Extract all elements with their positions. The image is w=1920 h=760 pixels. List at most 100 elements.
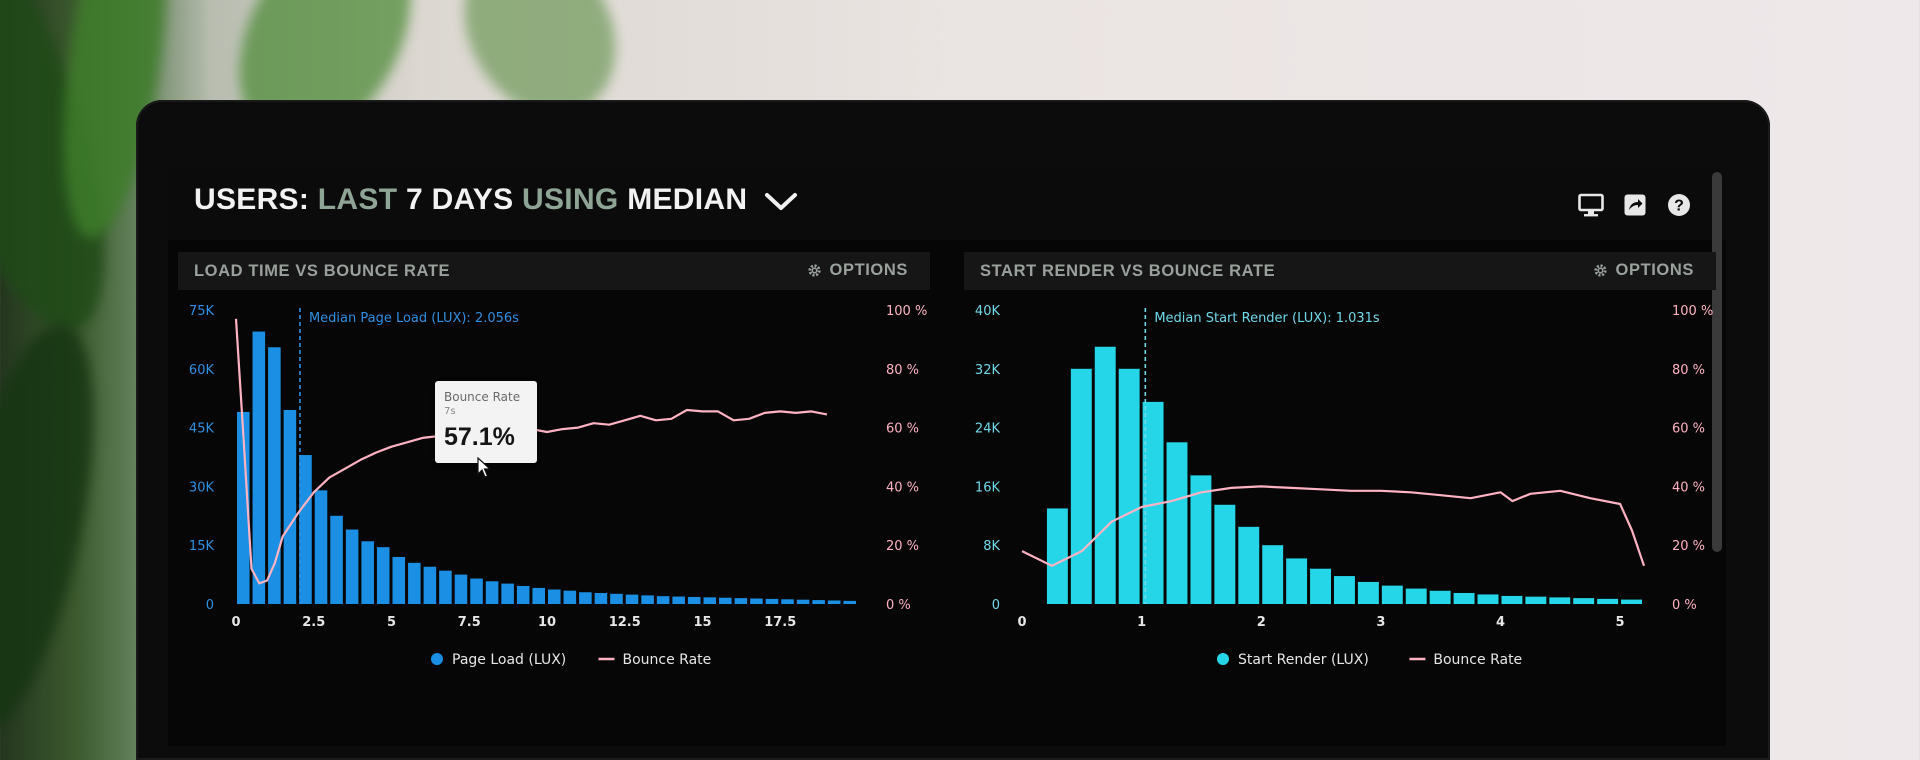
bar [1166,442,1188,604]
y-right-tick-label: 40 % [1672,480,1705,495]
bar [796,599,810,604]
bar [1477,594,1499,604]
bar [408,562,421,604]
bar [1262,545,1284,604]
y-left-tick-label: 0 [206,598,214,613]
bar [610,593,623,604]
y-right-tick-label: 100 % [1672,304,1713,319]
bar [1238,526,1260,604]
x-tick-label: 3 [1376,615,1385,630]
bar [1381,585,1403,604]
y-right-tick-label: 40 % [886,480,919,495]
bar [843,600,856,604]
bar [687,596,701,604]
bar [625,594,639,604]
panel-header: START RENDER VS BOUNCE RATE OPTIONS [964,252,1716,290]
y-left-tick-label: 8K [983,539,1000,554]
tooltip-label: Bounce Rate [444,390,521,404]
load-time-panel: LOAD TIME VS BOUNCE RATE OPTIONS 0 15K 30K… [178,252,930,746]
bar [314,490,328,604]
bar [392,556,406,604]
x-tick-label: 5 [387,615,396,630]
legend-label: Bounce Rate [623,652,712,668]
bar [501,583,514,604]
bar [330,515,343,604]
bar [563,590,577,604]
bar [1453,592,1475,604]
y-left-tick-label: 30K [189,480,215,495]
median-label: Median Page Load (LUX): 2.056s [309,311,519,326]
y-right-tick-label: 60 % [1672,422,1705,437]
x-tick-label: 4 [1496,615,1505,630]
bar [1190,475,1212,604]
dashboard-screen: USERS: LAST 7 DAYS USING MEDIAN ? [168,166,1726,746]
bar [1310,568,1331,604]
gear-icon [1593,264,1607,277]
legend-label: Page Load (LUX) [452,652,566,668]
y-left-tick-label: 15K [189,539,215,554]
bar [672,596,685,604]
bar [1142,401,1164,604]
bar [1549,597,1571,604]
tooltip-sub: 7s [444,406,456,417]
bar [1525,596,1547,604]
y-left-tick-label: 40K [975,304,1001,319]
panel-header: LOAD TIME VS BOUNCE RATE OPTIONS [178,252,930,290]
y-left-tick-label: 0 [992,598,1000,613]
bar [485,581,499,604]
bar [812,600,825,604]
bounce-tooltip: Bounce Rate 7s 57.1% [435,381,537,463]
tooltip-value: 57.1% [444,423,515,451]
gear-icon [807,264,821,277]
bar [1046,508,1068,604]
y-left-tick-label: 24K [975,422,1001,437]
options-button[interactable]: OPTIONS [1593,261,1694,280]
x-tick-label: 0 [1017,615,1026,630]
title-statistic: MEDIAN [627,183,748,216]
chevron-down-icon[interactable] [764,190,798,212]
title-users: USERS: [194,183,310,216]
y-right-tick-label: 0 % [1672,598,1697,613]
x-tick-label: 12.5 [609,615,641,630]
share-icon[interactable] [1622,192,1648,218]
monitor-icon[interactable] [1578,192,1604,218]
bar [439,570,452,604]
range-selector[interactable]: USERS: LAST 7 DAYS USING MEDIAN [194,183,798,217]
y-left-tick-label: 45K [189,422,215,437]
x-tick-label: 10 [538,615,556,630]
help-icon[interactable]: ? [1666,192,1692,218]
x-tick-label: 0 [231,615,240,630]
scrollbar[interactable] [1712,172,1722,552]
bar [237,411,250,604]
bar [594,593,608,604]
start-render-chart: 0 8K 16K 24K 32K 40K 0 % 20 % 40 % 60 % 80 % 100 % 0… [975,304,1713,668]
bar [299,455,312,604]
bar [1621,599,1642,604]
x-tick-label: 2 [1257,615,1266,630]
y-right-tick-label: 20 % [886,539,919,554]
bar [641,595,654,604]
laptop-bezel: USERS: LAST 7 DAYS USING MEDIAN ? [136,100,1770,760]
bar [423,566,437,604]
x-tick-label: 5 [1616,615,1625,630]
panel-title: START RENDER VS BOUNCE RATE [980,262,1276,280]
bar [734,598,748,604]
bar [1597,598,1619,604]
bar [516,585,530,604]
legend-swatch [1217,653,1229,665]
y-left-tick-label: 32K [975,363,1001,378]
x-tick-label: 7.5 [458,615,481,630]
bar [470,578,483,604]
title-last: LAST [317,183,398,216]
median-label: Median Start Render (LUX): 1.031s [1154,311,1380,326]
y-right-tick-label: 80 % [1672,363,1705,378]
options-label: OPTIONS [1615,261,1694,279]
y-left-tick-label: 75K [189,304,215,319]
dashboard-header: USERS: LAST 7 DAYS USING MEDIAN ? [168,166,1726,240]
x-tick-label: 1 [1137,615,1146,630]
y-right-tick-label: 60 % [886,422,919,437]
options-button[interactable]: OPTIONS [807,261,908,280]
bar [1070,368,1092,604]
bar [1429,590,1451,604]
title-using: USING [522,183,619,216]
